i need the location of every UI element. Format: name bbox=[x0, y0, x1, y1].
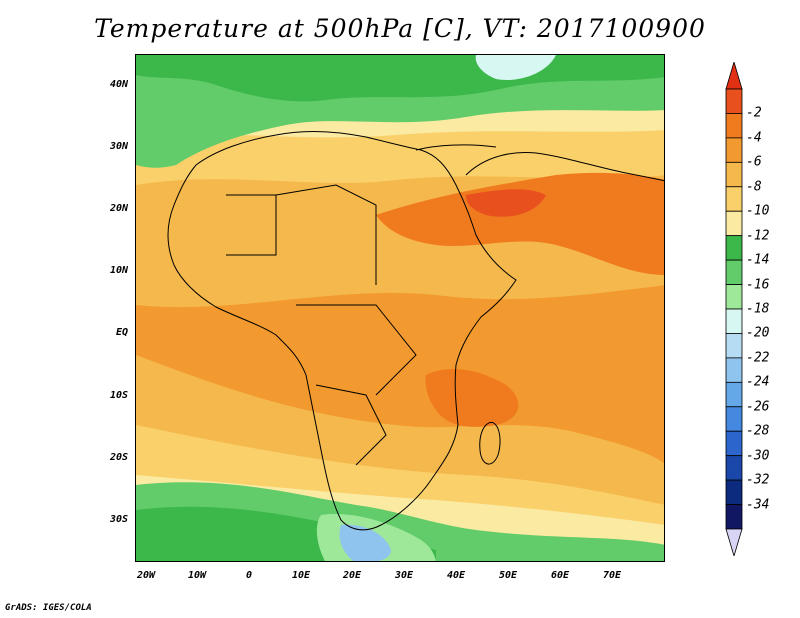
border-1 bbox=[226, 194, 277, 256]
colorbar-segment bbox=[725, 308, 743, 334]
colorbar-segment bbox=[725, 137, 743, 163]
map-field bbox=[136, 55, 664, 561]
colorbar-level-label: -18 bbox=[746, 301, 770, 317]
colorbar-segment bbox=[725, 259, 743, 285]
border-4 bbox=[315, 384, 387, 466]
lat-label-20n: 20N bbox=[109, 203, 128, 214]
lon-label-70e: 70E bbox=[602, 570, 622, 581]
band-minus10-north bbox=[136, 121, 664, 185]
coastlines bbox=[167, 130, 664, 531]
colorbar-segment bbox=[725, 161, 743, 188]
colorbar-level-label: -24 bbox=[746, 374, 770, 390]
lat-label-10s: 10S bbox=[109, 390, 128, 401]
colorbar-segment bbox=[725, 455, 743, 481]
lon-label-50e: 50E bbox=[498, 570, 518, 581]
colorbar-level-label: -12 bbox=[746, 228, 770, 244]
lon-label-60e: 60E bbox=[550, 570, 570, 581]
colorbar-bottom-arrow bbox=[725, 528, 743, 556]
band-minus4-east bbox=[425, 369, 519, 427]
colorbar-level-label: -26 bbox=[746, 399, 770, 415]
lat-label-10n: 10N bbox=[109, 265, 128, 276]
colorbar-segment bbox=[725, 406, 743, 432]
lat-label-30s: 30S bbox=[109, 514, 128, 525]
lat-label-30n: 30N bbox=[109, 141, 128, 152]
colorbar-level-label: -32 bbox=[746, 472, 770, 488]
lon-label-0: 0 bbox=[245, 570, 253, 581]
colorbar-level-label: -8 bbox=[746, 179, 762, 195]
colorbar-level-label: -14 bbox=[746, 252, 770, 268]
colorbar-segment bbox=[725, 186, 743, 212]
colorbar-segment bbox=[725, 381, 743, 408]
cold-spot-south bbox=[339, 524, 391, 561]
lon-label-20e: 20E bbox=[342, 570, 362, 581]
cold-spot-north bbox=[475, 55, 556, 80]
colorbar-level-label: -6 bbox=[746, 154, 762, 170]
colorbar-level-label: -20 bbox=[746, 325, 770, 341]
colorbar-segment bbox=[725, 113, 743, 139]
colorbar-segment bbox=[725, 504, 743, 530]
credit-text: GrADS: IGES/COLA bbox=[5, 603, 92, 613]
lon-label-10w: 10W bbox=[187, 570, 207, 581]
colorbar-level-label: -22 bbox=[746, 350, 770, 366]
lat-label-eq: EQ bbox=[115, 327, 128, 338]
lat-label-40n: 40N bbox=[109, 79, 128, 90]
colorbar-level-label: -4 bbox=[746, 130, 762, 146]
colorbar-level-label: -28 bbox=[746, 423, 770, 439]
temperature-map bbox=[135, 54, 665, 562]
colorbar-segment bbox=[725, 357, 743, 383]
med-coast bbox=[415, 144, 497, 151]
lon-label-40e: 40E bbox=[446, 570, 466, 581]
arabia-coast bbox=[465, 151, 664, 182]
colorbar-level-label: -16 bbox=[746, 277, 770, 293]
colorbar-level-label: -34 bbox=[746, 497, 770, 513]
border-2 bbox=[275, 184, 377, 285]
colorbar-segment bbox=[725, 333, 743, 359]
band-minus2-core bbox=[466, 189, 546, 217]
lon-label-30e: 30E bbox=[394, 570, 414, 581]
border-3 bbox=[296, 304, 417, 396]
colorbar-segment bbox=[725, 210, 743, 237]
colorbar-top-arrow bbox=[725, 62, 743, 90]
colorbar-segment bbox=[725, 284, 743, 310]
lon-label-10e: 10E bbox=[291, 570, 311, 581]
colorbar-level-label: -30 bbox=[746, 448, 770, 464]
map-title: Temperature at 500hPa [C], VT: 201710090… bbox=[94, 14, 706, 43]
colorbar-segment bbox=[725, 479, 743, 505]
colorbar-level-label: -2 bbox=[746, 105, 762, 121]
lat-label-20s: 20S bbox=[109, 452, 128, 463]
color-bar bbox=[725, 62, 743, 556]
africa-coast bbox=[167, 130, 517, 531]
colorbar-segment bbox=[725, 235, 743, 261]
band-minus4-north bbox=[376, 172, 664, 275]
colorbar-segment bbox=[725, 430, 743, 457]
colorbar-segment bbox=[725, 88, 743, 114]
lon-label-20w: 20W bbox=[136, 570, 156, 581]
madagascar bbox=[479, 422, 501, 465]
colorbar-level-label: -10 bbox=[746, 203, 770, 219]
